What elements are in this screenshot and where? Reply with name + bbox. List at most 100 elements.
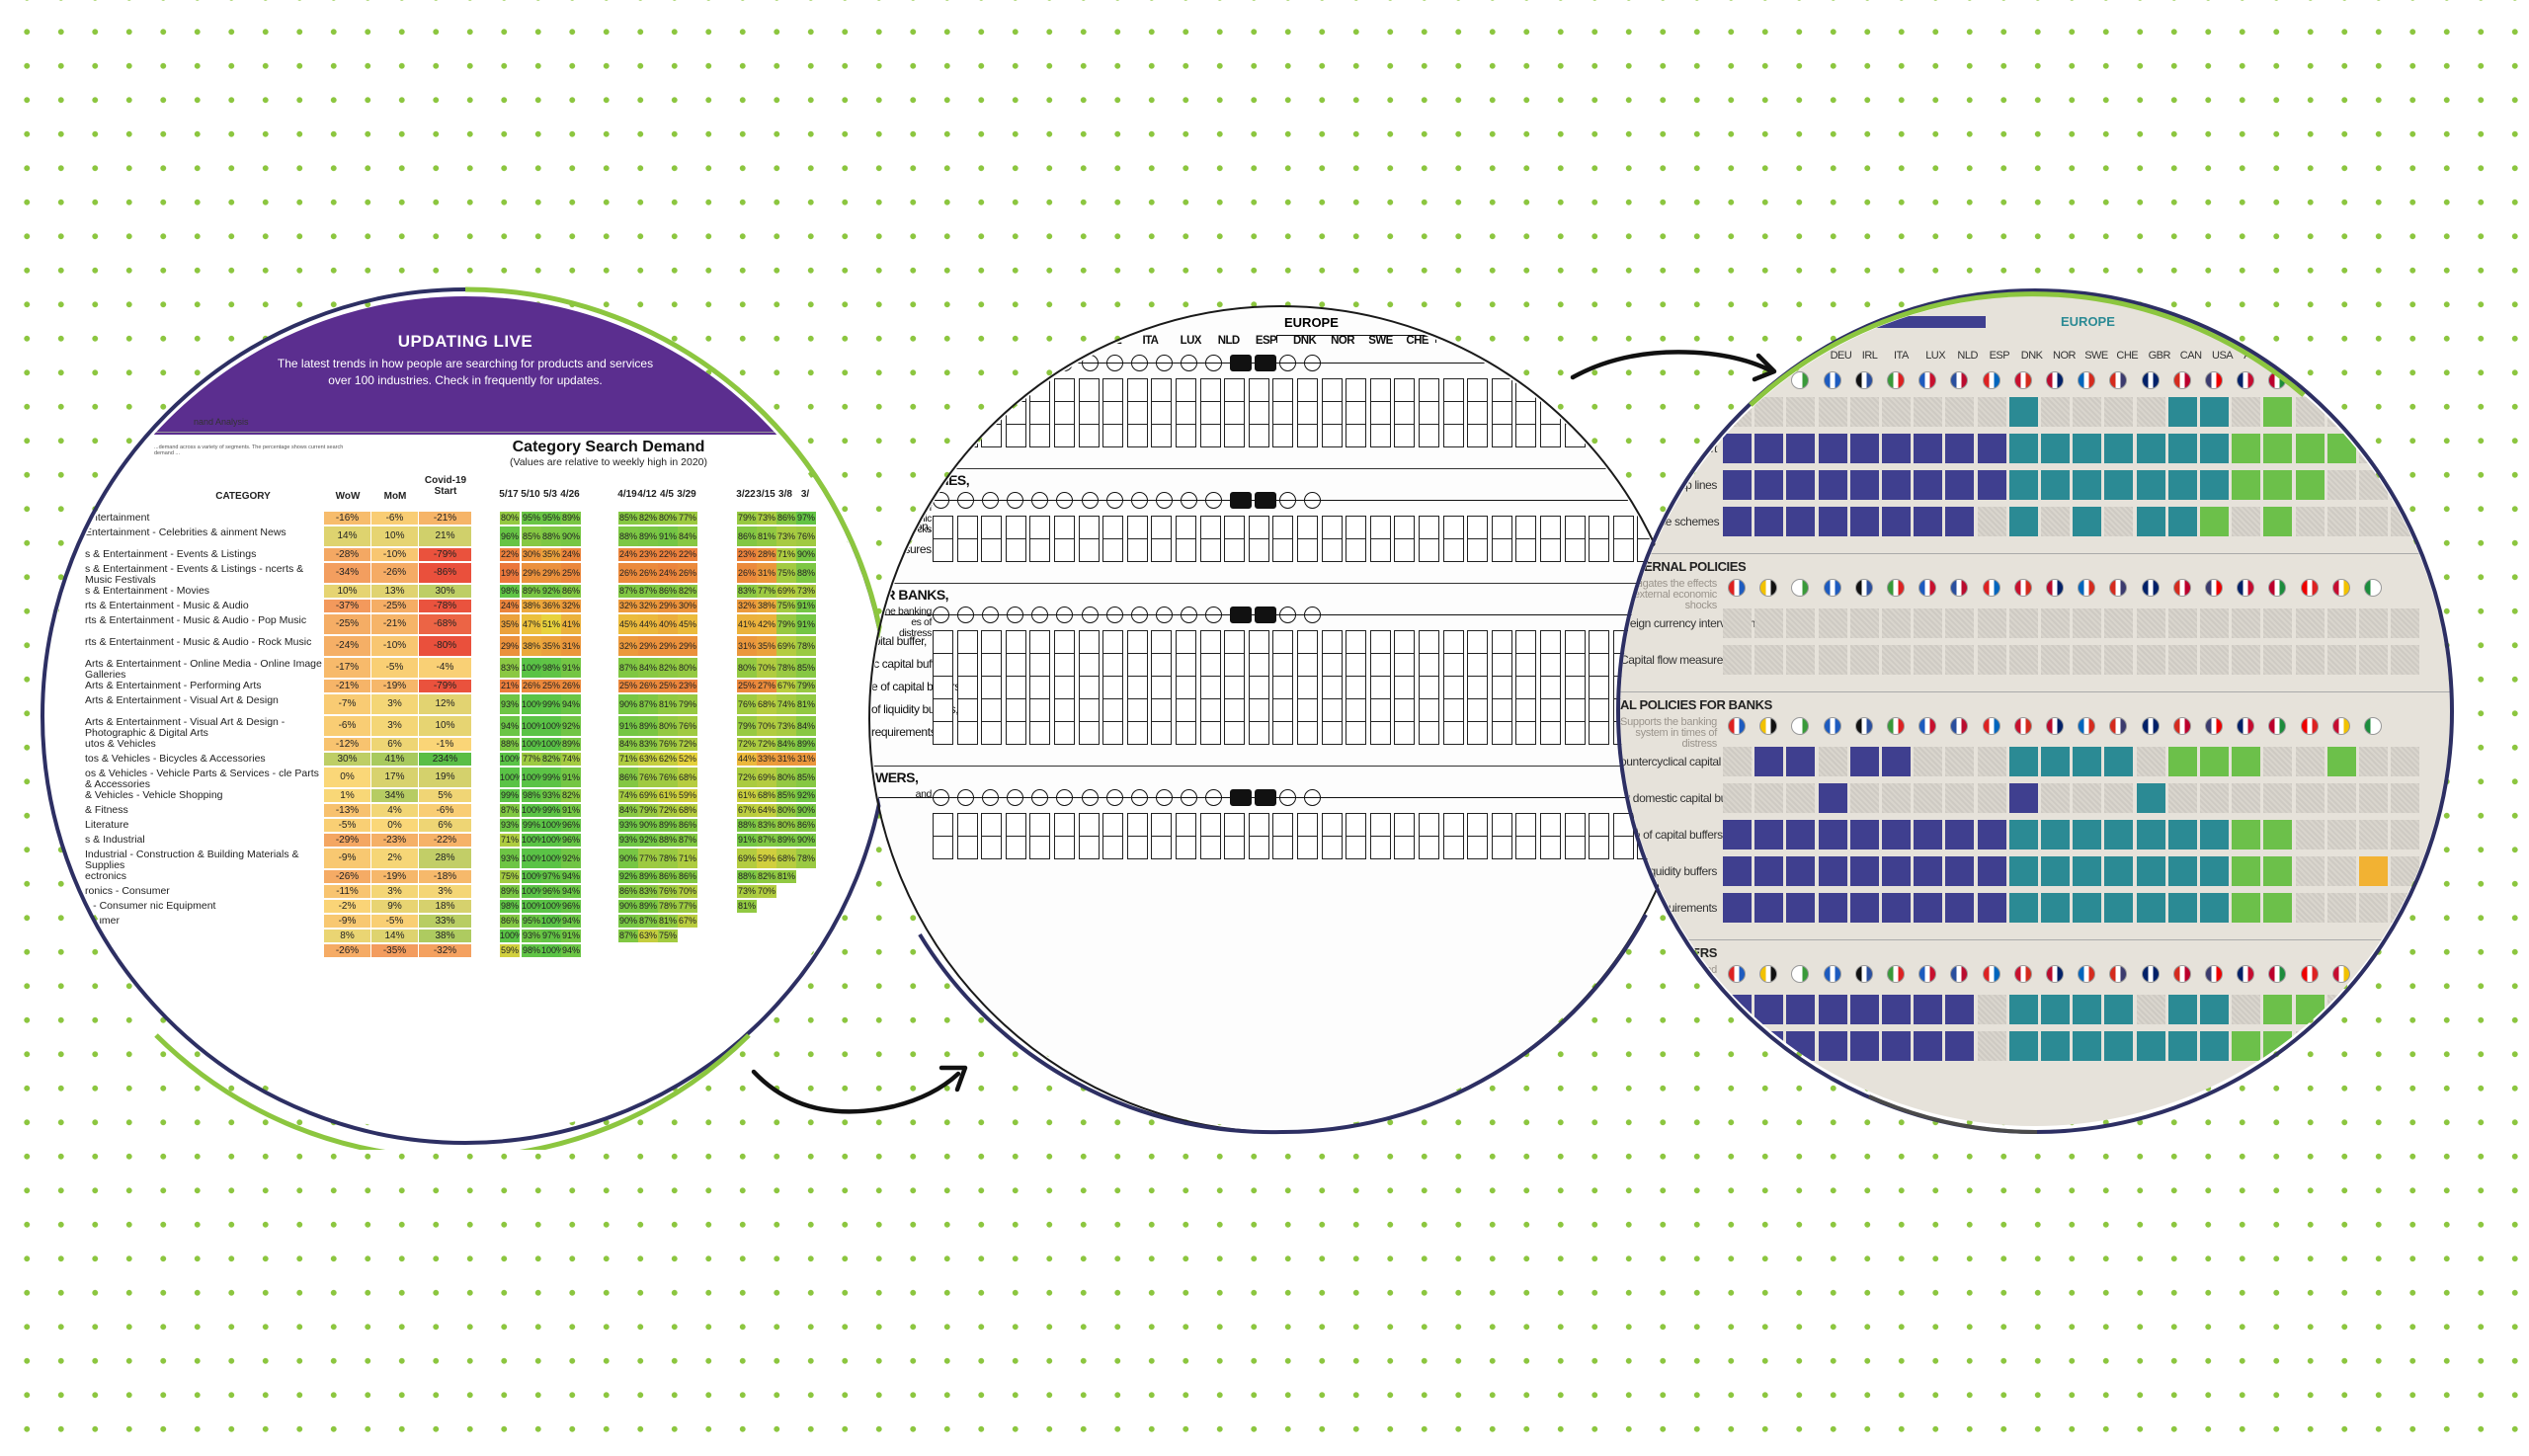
checkbox-cell[interactable] [1515, 698, 1537, 722]
checkbox-cell[interactable] [1467, 698, 1489, 722]
checkbox-cell[interactable] [1394, 378, 1416, 402]
checkbox-cell[interactable] [1054, 721, 1075, 745]
checkbox-cell[interactable] [1126, 378, 1148, 402]
checkbox-cell[interactable] [1394, 653, 1416, 677]
checkbox-cell[interactable] [1029, 401, 1051, 425]
checkbox-cell[interactable] [956, 538, 978, 562]
checkbox-cell[interactable] [1151, 813, 1173, 837]
checkbox-cell[interactable] [1346, 378, 1367, 402]
checkbox-cell[interactable] [1419, 378, 1439, 402]
checkbox-cell[interactable] [1126, 836, 1148, 859]
checkbox-cell[interactable] [1540, 424, 1561, 447]
checkbox-cell[interactable] [1224, 538, 1246, 562]
checkbox-cell[interactable] [1589, 538, 1610, 562]
checkbox-cell[interactable] [933, 676, 953, 699]
checkbox-cell[interactable] [1078, 630, 1100, 654]
checkbox-cell[interactable] [1078, 378, 1100, 402]
checkbox-cell[interactable] [1054, 676, 1075, 699]
checkbox-cell[interactable] [1054, 630, 1075, 654]
checkbox-cell[interactable] [1515, 676, 1537, 699]
checkbox-cell[interactable] [956, 836, 978, 859]
checkbox-cell[interactable] [1102, 424, 1124, 447]
checkbox-cell[interactable] [1176, 516, 1196, 539]
checkbox-cell[interactable] [1248, 401, 1269, 425]
checkbox-cell[interactable] [1564, 676, 1586, 699]
checkbox-cell[interactable] [1029, 676, 1051, 699]
checkbox-cell[interactable] [1224, 516, 1246, 539]
checkbox-cell[interactable] [981, 516, 1003, 539]
checkbox-cell[interactable] [1054, 378, 1075, 402]
checkbox-cell[interactable] [1176, 538, 1196, 562]
checkbox-cell[interactable] [1491, 721, 1512, 745]
checkbox-cell[interactable] [1224, 630, 1246, 654]
checkbox-cell[interactable] [1467, 516, 1489, 539]
checkbox-cell[interactable] [1540, 836, 1561, 859]
checkbox-cell[interactable] [956, 653, 978, 677]
checkbox-cell[interactable] [1540, 698, 1561, 722]
checkbox-cell[interactable] [1589, 836, 1610, 859]
checkbox-cell[interactable] [1637, 378, 1659, 402]
checkbox-cell[interactable] [1442, 721, 1464, 745]
checkbox-cell[interactable] [1199, 538, 1221, 562]
checkbox-cell[interactable] [1078, 698, 1100, 722]
checkbox-cell[interactable] [1369, 836, 1391, 859]
checkbox-cell[interactable] [1491, 653, 1512, 677]
checkbox-cell[interactable] [1515, 630, 1537, 654]
checkbox-cell[interactable] [1394, 401, 1416, 425]
checkbox-cell[interactable] [1419, 653, 1439, 677]
checkbox-cell[interactable] [1589, 424, 1610, 447]
checkbox-cell[interactable] [1321, 424, 1343, 447]
checkbox-cell[interactable] [1467, 836, 1489, 859]
checkbox-cell[interactable] [1029, 813, 1051, 837]
checkbox-cell[interactable] [1199, 653, 1221, 677]
checkbox-cell[interactable] [1151, 653, 1173, 677]
checkbox-cell[interactable] [1248, 538, 1269, 562]
checkbox-cell[interactable] [1540, 721, 1561, 745]
checkbox-cell[interactable] [1054, 836, 1075, 859]
checkbox-cell[interactable] [1248, 813, 1269, 837]
checkbox-cell[interactable] [1321, 401, 1343, 425]
checkbox-cell[interactable] [1248, 653, 1269, 677]
checkbox-cell[interactable] [1419, 813, 1439, 837]
checkbox-cell[interactable] [1346, 401, 1367, 425]
checkbox-cell[interactable] [1005, 516, 1026, 539]
checkbox-cell[interactable] [1272, 630, 1294, 654]
checkbox-cell[interactable] [1248, 836, 1269, 859]
checkbox-cell[interactable] [1369, 698, 1391, 722]
checkbox-cell[interactable] [1346, 813, 1367, 837]
checkbox-cell[interactable] [1151, 836, 1173, 859]
checkbox-cell[interactable] [1005, 538, 1026, 562]
checkbox-cell[interactable] [1224, 721, 1246, 745]
checkbox-cell[interactable] [1126, 676, 1148, 699]
checkbox-cell[interactable] [1540, 538, 1561, 562]
checkbox-cell[interactable] [1126, 424, 1148, 447]
checkbox-cell[interactable] [1369, 676, 1391, 699]
checkbox-cell[interactable] [1369, 721, 1391, 745]
checkbox-cell[interactable] [1151, 676, 1173, 699]
checkbox-cell[interactable] [1199, 630, 1221, 654]
checkbox-cell[interactable] [1564, 698, 1586, 722]
checkbox-cell[interactable] [1442, 516, 1464, 539]
checkbox-cell[interactable] [1126, 698, 1148, 722]
checkbox-cell[interactable] [933, 516, 953, 539]
checkbox-cell[interactable] [981, 378, 1003, 402]
checkbox-cell[interactable] [933, 653, 953, 677]
checkbox-cell[interactable] [1369, 813, 1391, 837]
checkbox-cell[interactable] [1029, 698, 1051, 722]
checkbox-cell[interactable] [1272, 378, 1294, 402]
checkbox-cell[interactable] [1589, 721, 1610, 745]
checkbox-cell[interactable] [1564, 836, 1586, 859]
checkbox-cell[interactable] [981, 676, 1003, 699]
checkbox-cell[interactable] [1224, 424, 1246, 447]
checkbox-cell[interactable] [1419, 698, 1439, 722]
checkbox-cell[interactable] [981, 653, 1003, 677]
checkbox-cell[interactable] [1442, 630, 1464, 654]
checkbox-cell[interactable] [1467, 424, 1489, 447]
checkbox-cell[interactable] [1491, 538, 1512, 562]
checkbox-cell[interactable] [1491, 630, 1512, 654]
checkbox-cell[interactable] [1369, 401, 1391, 425]
checkbox-cell[interactable] [1467, 653, 1489, 677]
checkbox-cell[interactable] [1078, 401, 1100, 425]
checkbox-cell[interactable] [933, 378, 953, 402]
checkbox-cell[interactable] [1078, 516, 1100, 539]
